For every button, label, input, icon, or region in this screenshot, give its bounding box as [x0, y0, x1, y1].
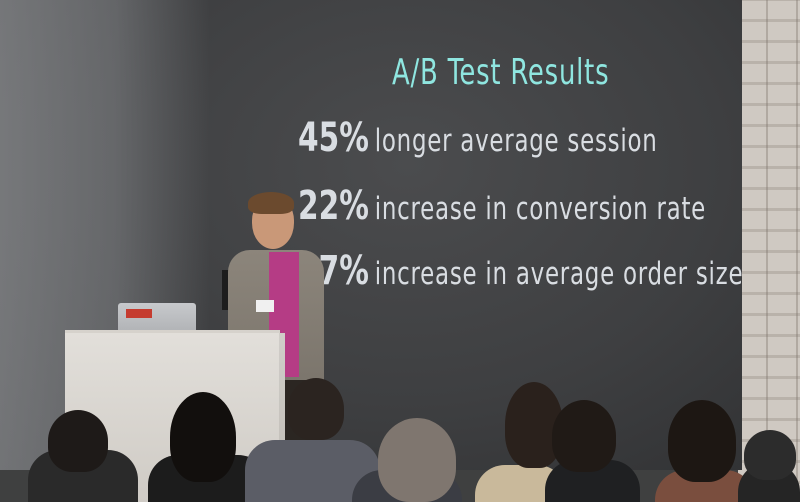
stat-text: increase in average order size: [374, 256, 744, 292]
stat-line: 22% increase in conversion rate: [298, 183, 706, 229]
stat-percent: 45%: [298, 115, 369, 161]
slide-title: A/B Test Results: [392, 52, 610, 93]
microphone-icon: [222, 270, 228, 310]
audience-head: [744, 430, 796, 480]
speaker-hair: [248, 192, 294, 214]
stat-percent: 22%: [298, 183, 369, 229]
audience-head: [668, 400, 736, 482]
audience-head: [48, 410, 108, 472]
stat-text: increase in conversion rate: [374, 191, 707, 227]
laptop-sticker: [126, 309, 152, 318]
audience-head: [378, 418, 456, 502]
audience-head: [552, 400, 616, 472]
name-badge: [256, 300, 274, 312]
stat-line: 27% increase in average order size: [298, 248, 743, 294]
audience-head: [288, 378, 344, 440]
stat-text: longer average session: [374, 123, 658, 159]
stat-line: 45% longer average session: [298, 115, 658, 161]
brick-wall: [738, 0, 800, 502]
audience-head: [170, 392, 236, 482]
